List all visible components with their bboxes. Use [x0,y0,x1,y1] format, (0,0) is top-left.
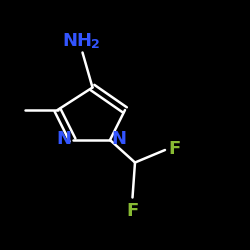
Text: NH: NH [62,32,92,50]
Text: F: F [126,202,138,220]
Text: F: F [169,140,181,158]
Text: N: N [56,130,71,148]
Text: N: N [111,130,126,148]
Text: 2: 2 [91,38,100,52]
